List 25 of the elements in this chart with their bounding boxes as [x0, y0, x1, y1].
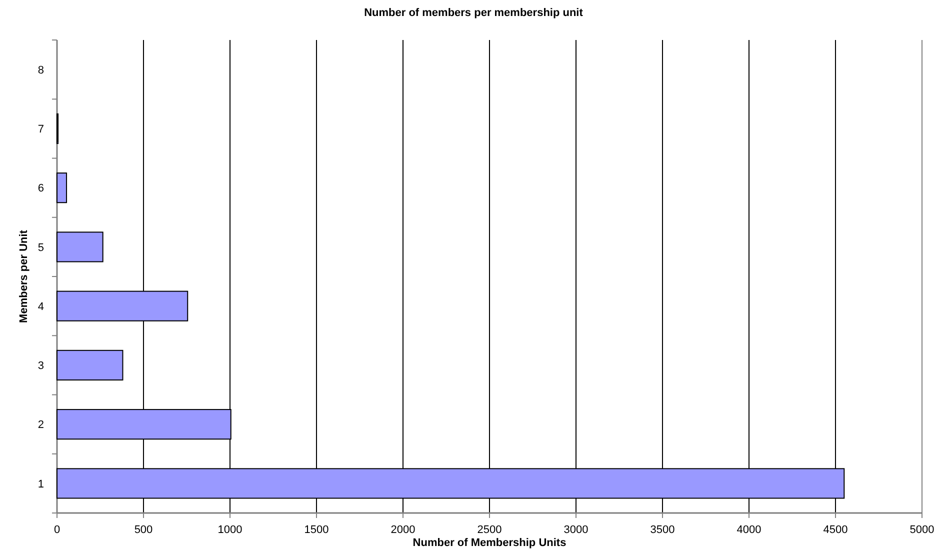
x-tick-label: 2500	[477, 524, 502, 536]
y-tick-label: 4	[38, 300, 44, 313]
y-tick-label: 7	[38, 124, 44, 136]
bar	[56, 172, 68, 204]
x-axis-title: Number of Membership Units	[412, 537, 566, 549]
y-axis-title: Members per Unit	[18, 230, 30, 323]
x-tick-label: 0	[54, 524, 60, 536]
x-tick-label: 2000	[390, 524, 416, 536]
y-tick-label: 3	[38, 360, 44, 372]
chart-title: Number of members per membership unit	[364, 7, 584, 19]
y-tick-label: 1	[38, 478, 44, 490]
y-tick-label: 5	[38, 242, 44, 254]
x-tick-label: 1000	[218, 524, 242, 536]
bar	[56, 232, 104, 262]
bar	[56, 350, 124, 380]
x-tick-label: 4000	[736, 524, 762, 536]
x-tick-label: 4500	[823, 524, 848, 536]
x-tick-label: 500	[134, 524, 153, 536]
y-tick-label: 8	[38, 64, 44, 76]
y-tick-label: 6	[38, 182, 44, 195]
x-tick-label: 5000	[910, 524, 934, 536]
y-tick-label: 2	[38, 419, 44, 432]
x-tick-label: 3500	[650, 524, 675, 536]
x-tick-label: 3000	[564, 524, 588, 536]
x-tick-label: 1500	[304, 524, 329, 536]
